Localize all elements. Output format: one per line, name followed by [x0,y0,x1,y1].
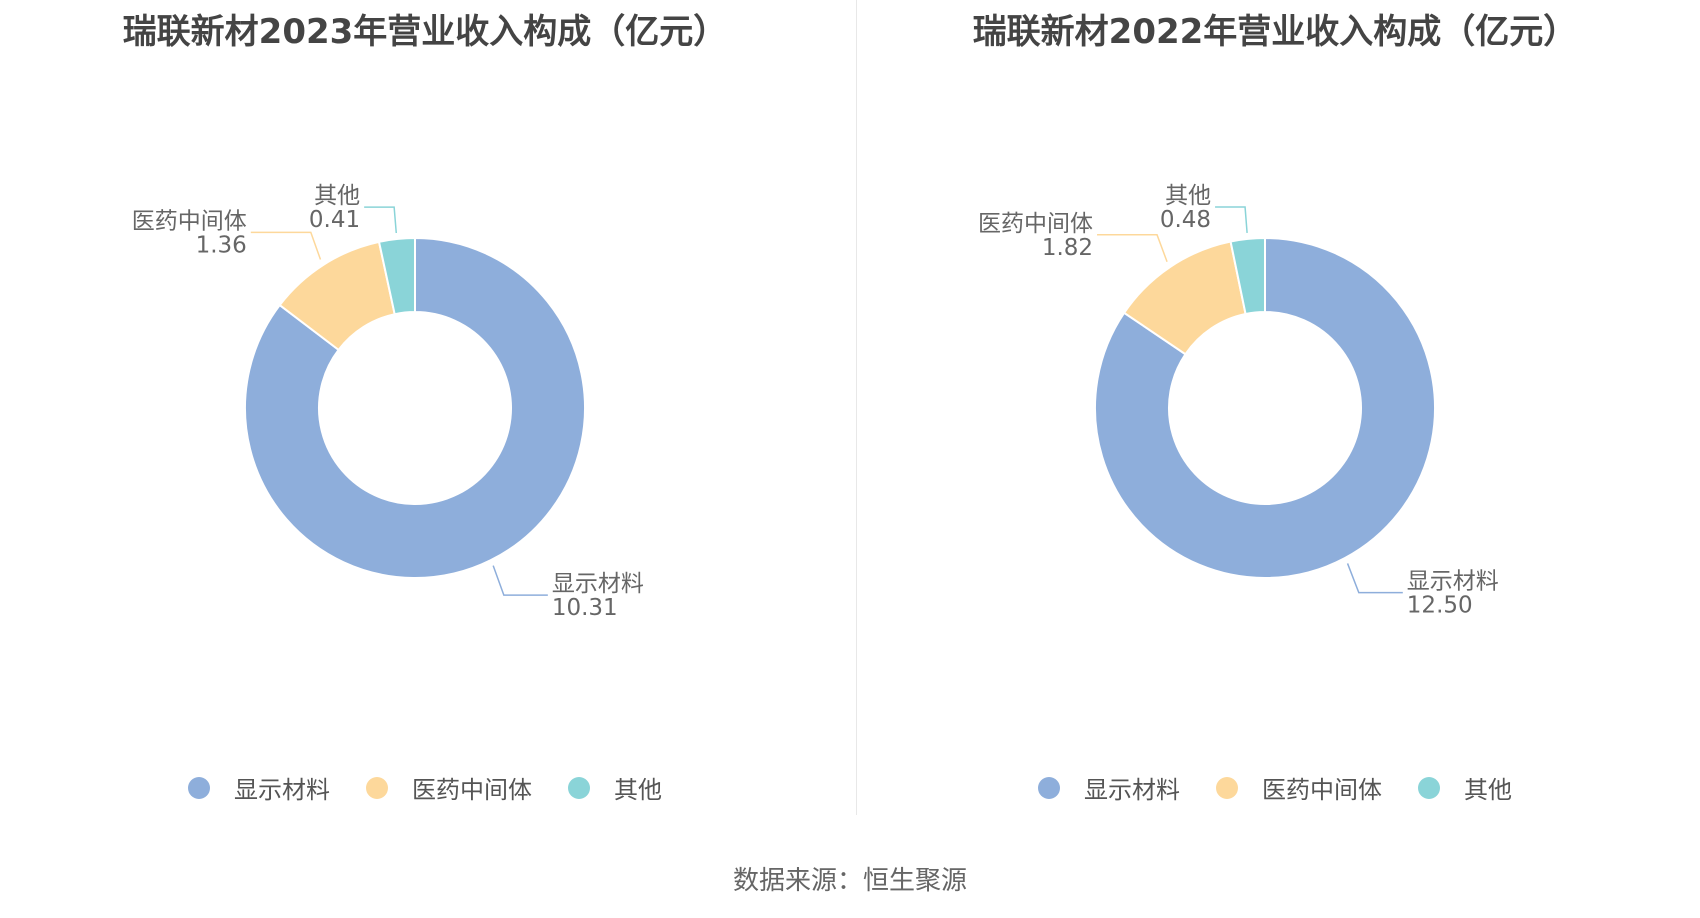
chart-title: 瑞联新材2022年营业收入构成（亿元） [972,12,1578,52]
leader-line-other [1215,206,1248,233]
panel-divider [856,0,857,815]
legend-item-other[interactable]: 其他 [1418,770,1512,805]
legend-dot-icon [1418,776,1440,799]
legend-item-pharma[interactable]: 医药中间体 [1216,770,1382,805]
slice-label-other: 其他 [1165,183,1211,209]
legend-dot-icon [568,776,590,799]
legend-label: 其他 [1464,776,1512,804]
legend-item-display[interactable]: 显示材料 [1038,770,1180,805]
slice-value-pharma: 1.82 [1042,235,1093,261]
legend-label: 医药中间体 [1262,776,1382,804]
slice-label-pharma: 医药中间体 [978,211,1093,237]
legend: 显示材料 医药中间体 其他 [0,770,850,805]
chart-panel-2022: 瑞联新材2022年营业收入构成（亿元） 显示材料 12.50 医药中间体 1.82 其他… [850,0,1700,820]
legend-item-other[interactable]: 其他 [568,770,662,805]
donut-slice-other[interactable] [377,236,416,316]
legend: 显示材料 医药中间体 其他 [850,770,1700,805]
legend-label: 其他 [614,776,662,804]
slice-label-display: 显示材料 [1407,569,1499,595]
donut-slice-other[interactable] [1229,236,1266,316]
legend-label: 显示材料 [1084,776,1180,804]
donut-slice-display[interactable] [1094,236,1436,579]
legend-dot-icon [1216,776,1238,799]
chart-panel-2023: 瑞联新材2023年营业收入构成（亿元） 显示材料 10.31 医药中间体 1.36 其他… [0,0,850,820]
legend-item-display[interactable]: 显示材料 [188,770,330,805]
slice-value-pharma: 1.36 [196,232,247,258]
slice-value-other: 0.41 [309,207,360,233]
legend-item-pharma[interactable]: 医药中间体 [366,770,532,805]
legend-label: 显示材料 [234,776,330,804]
slice-label-pharma: 医药中间体 [132,208,247,234]
leader-line-other [364,206,398,234]
legend-dot-icon [1038,776,1060,799]
leader-line-display [1346,563,1403,594]
chart-title: 瑞联新材2023年营业收入构成（亿元） [122,12,728,52]
legend-dot-icon [188,776,210,799]
leader-line-pharma [250,231,322,260]
donut-slice-display[interactable] [244,236,586,579]
slice-value-display: 10.31 [552,595,618,621]
leader-line-pharma [1097,234,1168,263]
slice-value-display: 12.50 [1407,593,1473,619]
slice-label-other: 其他 [314,183,360,209]
leader-line-display [492,565,548,596]
legend-label: 医药中间体 [412,776,532,804]
legend-dot-icon [366,776,388,799]
data-source-note: 数据来源：恒生聚源 [732,866,967,896]
slice-label-display: 显示材料 [552,571,644,597]
slice-value-other: 0.48 [1160,207,1211,233]
